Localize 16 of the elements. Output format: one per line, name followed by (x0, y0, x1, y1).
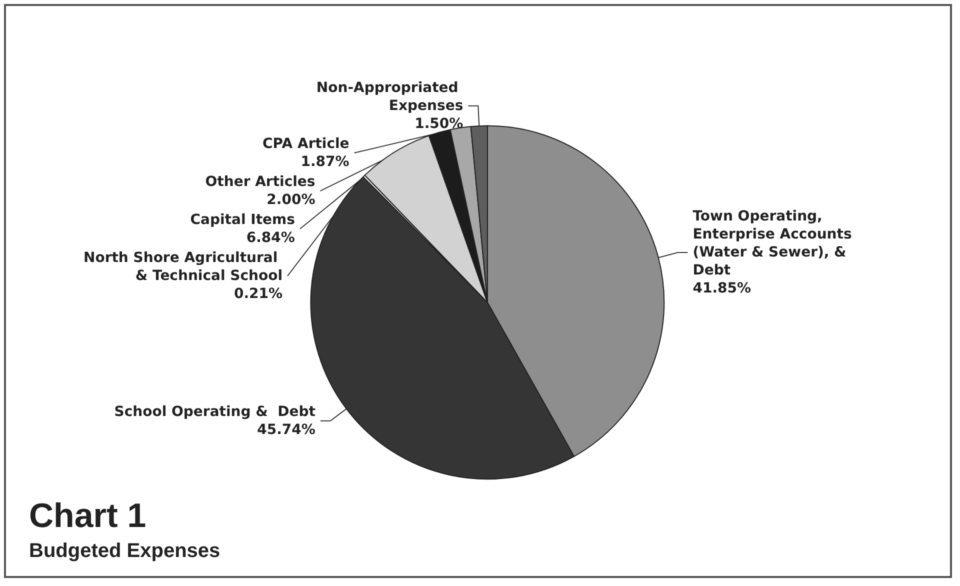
slice-label: CPA Article (262, 136, 350, 152)
data-label: 1.50% (414, 116, 464, 132)
slice-label: Town Operating, Enterprise Accounts (Water & Sewer), & Debt (692, 208, 857, 279)
text: Chart 1 (29, 497, 146, 535)
data-label: 45.74% (257, 422, 316, 438)
data-label: 1.87% (300, 154, 350, 170)
slice-label: Capital Items (190, 212, 295, 228)
data-label: 0.21% (234, 286, 283, 302)
slice-label: School Operating & Debt (114, 404, 316, 420)
slice-label: Other Articles (205, 174, 316, 190)
text: Budgeted Expenses (29, 540, 220, 562)
slice-label: Non-Appropriated Expenses (316, 80, 464, 114)
data-label: 41.85% (692, 280, 752, 297)
slice-label: North Shore Agricultural & Technical School (83, 250, 283, 284)
data-label: 2.00% (266, 192, 316, 208)
data-label: 6.84% (246, 230, 295, 246)
